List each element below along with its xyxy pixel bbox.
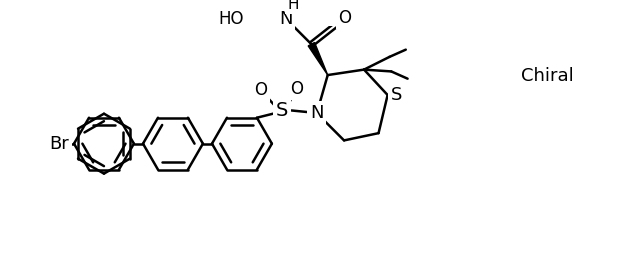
Text: O: O [339,9,351,27]
Text: Br: Br [50,135,69,153]
Text: S: S [276,101,289,120]
Text: H: H [287,0,299,12]
Text: O: O [254,81,267,100]
Text: N: N [310,104,324,122]
Text: Chiral: Chiral [520,68,573,86]
Polygon shape [308,43,328,75]
Text: O: O [291,80,303,98]
Text: S: S [391,86,403,104]
Text: HO: HO [219,10,244,28]
Text: N: N [279,10,292,28]
